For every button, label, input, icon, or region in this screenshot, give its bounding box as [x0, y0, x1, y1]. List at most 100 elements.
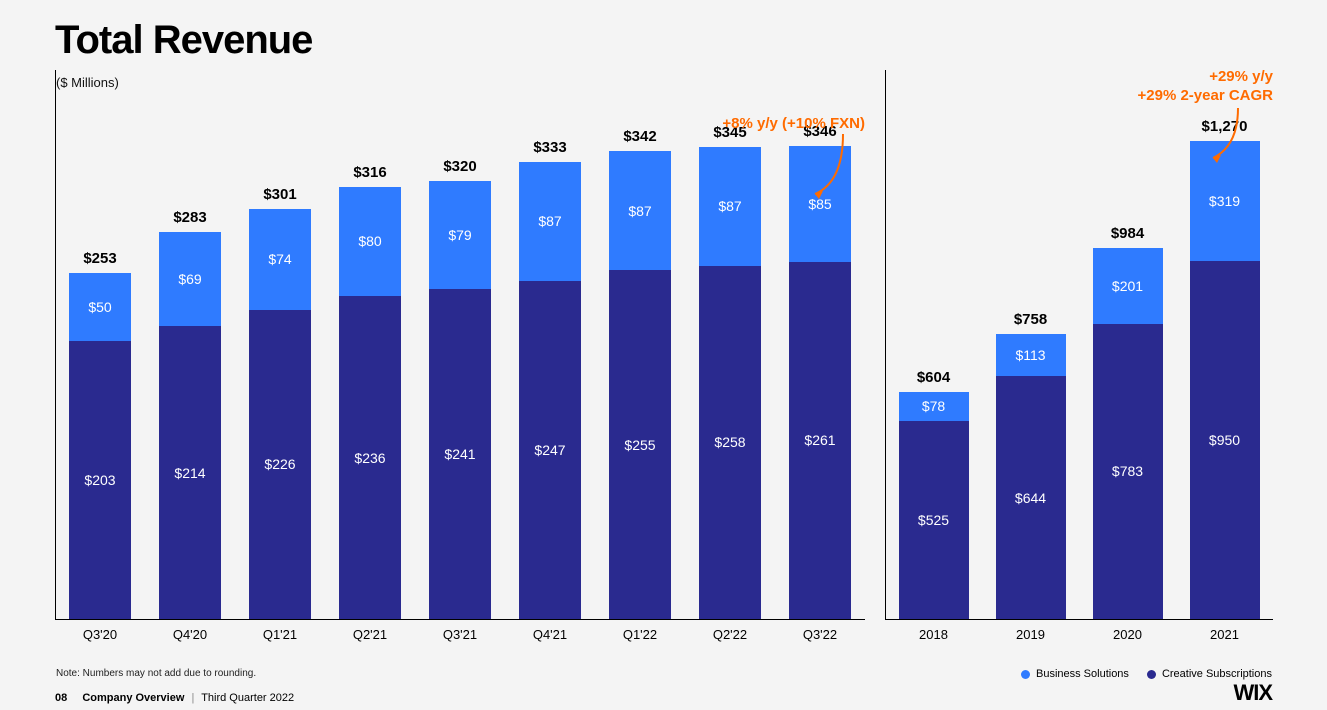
bar-group: $984$201$7832020 — [1093, 225, 1163, 619]
bar-segment-business-solutions: $79 — [429, 181, 491, 289]
bar-segment-creative-subscriptions: $255 — [609, 270, 671, 619]
quarterly-callout-arrow — [805, 132, 845, 202]
charts-container: $253$50$203Q3'20$283$69$214Q4'20$301$74$… — [55, 70, 1273, 640]
bar-group: $253$50$203Q3'20 — [69, 250, 131, 619]
bar-category-label: Q1'22 — [623, 627, 657, 642]
bar-segment-business-solutions: $78 — [899, 392, 969, 421]
bar-category-label: Q3'22 — [803, 627, 837, 642]
bar-group: $342$87$255Q1'22 — [609, 128, 671, 619]
bar-total-label: $758 — [1014, 311, 1047, 328]
bar-category-label: Q4'21 — [533, 627, 567, 642]
bar-stack: $87$258 — [699, 147, 761, 619]
footnote: Note: Numbers may not add due to roundin… — [56, 668, 256, 679]
legend-label: Creative Subscriptions — [1162, 668, 1272, 680]
bar-stack: $113$644 — [996, 334, 1066, 619]
yearly-chart: $604$78$5252018$758$113$6442019$984$201$… — [865, 70, 1273, 640]
bar-total-label: $283 — [173, 209, 206, 226]
bar-segment-business-solutions: $87 — [519, 162, 581, 281]
footer-period: Third Quarter 2022 — [201, 692, 294, 704]
bar-category-label: 2018 — [919, 627, 948, 642]
x-axis-line — [885, 619, 1273, 620]
yearly-callout-arrow — [1203, 106, 1243, 166]
bar-segment-business-solutions: $50 — [69, 273, 131, 341]
bar-segment-business-solutions: $69 — [159, 232, 221, 326]
bar-group: $758$113$6442019 — [996, 311, 1066, 619]
bar-segment-creative-subscriptions: $261 — [789, 262, 851, 619]
bar-total-label: $320 — [443, 158, 476, 175]
yearly-callout: +29% y/y +29% 2-year CAGR — [1138, 68, 1273, 106]
page-number: 08 — [55, 692, 67, 704]
bar-total-label: $333 — [533, 139, 566, 156]
bar-total-label: $316 — [353, 164, 386, 181]
bar-stack: $87$247 — [519, 162, 581, 619]
bar-segment-business-solutions: $113 — [996, 334, 1066, 377]
bar-segment-creative-subscriptions: $258 — [699, 266, 761, 619]
quarterly-callout: +8% y/y (+10% FXN) — [722, 115, 865, 132]
quarterly-bars: $253$50$203Q3'20$283$69$214Q4'20$301$74$… — [55, 99, 865, 619]
bar-stack: $78$525 — [899, 392, 969, 619]
legend-item: Creative Subscriptions — [1147, 668, 1272, 680]
callout-line1: +29% y/y — [1138, 68, 1273, 87]
bar-group: $301$74$226Q1'21 — [249, 186, 311, 620]
bar-group: $333$87$247Q4'21 — [519, 139, 581, 619]
callout-line2: +29% 2-year CAGR — [1138, 87, 1273, 106]
bar-category-label: Q2'21 — [353, 627, 387, 642]
bar-stack: $85$261 — [789, 146, 851, 619]
bar-group: $283$69$214Q4'20 — [159, 209, 221, 619]
bar-group: $316$80$236Q2'21 — [339, 164, 401, 619]
bar-category-label: 2021 — [1210, 627, 1239, 642]
bar-group: $604$78$5252018 — [899, 369, 969, 619]
bar-stack: $50$203 — [69, 273, 131, 619]
bar-segment-business-solutions: $87 — [699, 147, 761, 266]
bar-group: $345$87$258Q2'22 — [699, 124, 761, 619]
quarterly-chart: $253$50$203Q3'20$283$69$214Q4'20$301$74$… — [55, 70, 865, 640]
legend-label: Business Solutions — [1036, 668, 1129, 680]
legend: Business Solutions Creative Subscriptions — [1021, 668, 1272, 680]
bar-segment-business-solutions: $74 — [249, 209, 311, 310]
bar-segment-creative-subscriptions: $203 — [69, 341, 131, 619]
bar-category-label: Q3'20 — [83, 627, 117, 642]
legend-item: Business Solutions — [1021, 668, 1129, 680]
callout-text: +8% y/y (+10% FXN) — [722, 115, 865, 132]
bar-stack: $69$214 — [159, 232, 221, 619]
bar-segment-creative-subscriptions: $950 — [1190, 261, 1260, 619]
bar-total-label: $342 — [623, 128, 656, 145]
bar-stack: $87$255 — [609, 151, 671, 619]
bar-category-label: Q4'20 — [173, 627, 207, 642]
bar-stack: $80$236 — [339, 187, 401, 619]
legend-swatch — [1147, 670, 1156, 679]
bar-segment-creative-subscriptions: $241 — [429, 289, 491, 619]
bar-group: $1,270$319$9502021 — [1190, 118, 1260, 619]
bar-stack: $319$950 — [1190, 141, 1260, 619]
bar-total-label: $301 — [263, 186, 296, 203]
bar-stack: $74$226 — [249, 209, 311, 620]
page-title: Total Revenue — [55, 18, 312, 63]
bar-segment-creative-subscriptions: $783 — [1093, 324, 1163, 619]
bar-segment-business-solutions: $87 — [609, 151, 671, 270]
legend-swatch — [1021, 670, 1030, 679]
bar-category-label: 2020 — [1113, 627, 1142, 642]
bar-segment-creative-subscriptions: $214 — [159, 326, 221, 619]
bar-total-label: $984 — [1111, 225, 1144, 242]
x-axis-line — [55, 619, 865, 620]
footer-separator: | — [191, 692, 194, 704]
bar-stack: $79$241 — [429, 181, 491, 619]
bar-stack: $201$783 — [1093, 248, 1163, 619]
bar-category-label: Q2'22 — [713, 627, 747, 642]
wix-logo: WIX — [1233, 680, 1272, 706]
bar-segment-creative-subscriptions: $236 — [339, 296, 401, 619]
bar-category-label: Q1'21 — [263, 627, 297, 642]
footer-section: Company Overview — [82, 692, 184, 704]
bar-total-label: $604 — [917, 369, 950, 386]
bar-category-label: Q3'21 — [443, 627, 477, 642]
yearly-bars: $604$78$5252018$758$113$6442019$984$201$… — [885, 99, 1273, 619]
bar-segment-creative-subscriptions: $644 — [996, 376, 1066, 619]
bar-segment-business-solutions: $80 — [339, 187, 401, 296]
bar-segment-business-solutions: $201 — [1093, 248, 1163, 324]
bar-category-label: 2019 — [1016, 627, 1045, 642]
bar-segment-creative-subscriptions: $525 — [899, 421, 969, 619]
bar-total-label: $253 — [83, 250, 116, 267]
bar-group: $320$79$241Q3'21 — [429, 158, 491, 619]
footer: 08 Company Overview | Third Quarter 2022 — [55, 692, 294, 704]
bar-segment-creative-subscriptions: $247 — [519, 281, 581, 619]
